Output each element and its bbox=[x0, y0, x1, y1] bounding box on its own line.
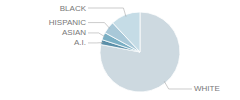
slice-label: A.I. bbox=[74, 38, 86, 47]
slice-label: HISPANIC bbox=[49, 18, 86, 27]
pie-slice bbox=[113, 12, 140, 52]
labels: WHITE A.I.ASIANHISPANIC BLACK bbox=[49, 4, 220, 94]
slice-label: WHITE bbox=[194, 84, 220, 93]
leader-line bbox=[88, 8, 126, 17]
chart: WHITE A.I.ASIANHISPANIC BLACK bbox=[0, 0, 240, 100]
pie bbox=[100, 12, 180, 92]
leader-line bbox=[88, 33, 105, 37]
pie-slice bbox=[100, 12, 180, 92]
leader-line bbox=[88, 42, 103, 43]
slice-label: ASIAN bbox=[62, 28, 86, 37]
leader-line bbox=[88, 23, 110, 29]
leader-line bbox=[164, 81, 192, 89]
slice-label: BLACK bbox=[60, 4, 87, 13]
